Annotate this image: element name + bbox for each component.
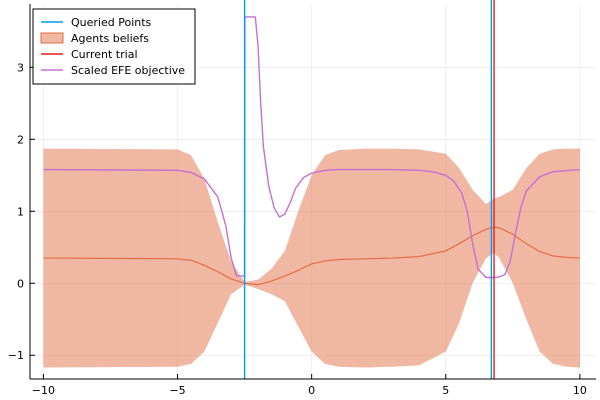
- x-tick-label: 5: [442, 384, 449, 397]
- series-layer: [43, 0, 580, 379]
- y-tick-label: −1: [8, 349, 24, 362]
- x-tick-label: 10: [573, 384, 587, 397]
- legend: Queried Points Agents beliefs Current tria…: [32, 8, 196, 85]
- beliefs-band: [43, 148, 580, 368]
- axes: [29, 4, 596, 380]
- y-tick-label: 1: [17, 205, 24, 218]
- legend-label: Current trial: [71, 48, 138, 61]
- y-tick-label: 3: [17, 61, 24, 74]
- efe-objective-line: [43, 16, 580, 279]
- legend-label: Scaled EFE objective: [71, 64, 185, 77]
- x-tick-label: 0: [308, 384, 315, 397]
- y-tick-label: 0: [17, 277, 24, 290]
- legend-swatch-beliefs: [40, 32, 64, 44]
- y-tick-label: 2: [17, 133, 24, 146]
- beliefs-band-layer: [43, 148, 580, 368]
- beliefs-mean-line: [43, 226, 580, 286]
- legend-label: Agents beliefs: [71, 32, 149, 45]
- x-tick-label: −5: [169, 384, 185, 397]
- x-tick-label: −10: [32, 384, 55, 397]
- legend-label: Queried Points: [71, 16, 152, 29]
